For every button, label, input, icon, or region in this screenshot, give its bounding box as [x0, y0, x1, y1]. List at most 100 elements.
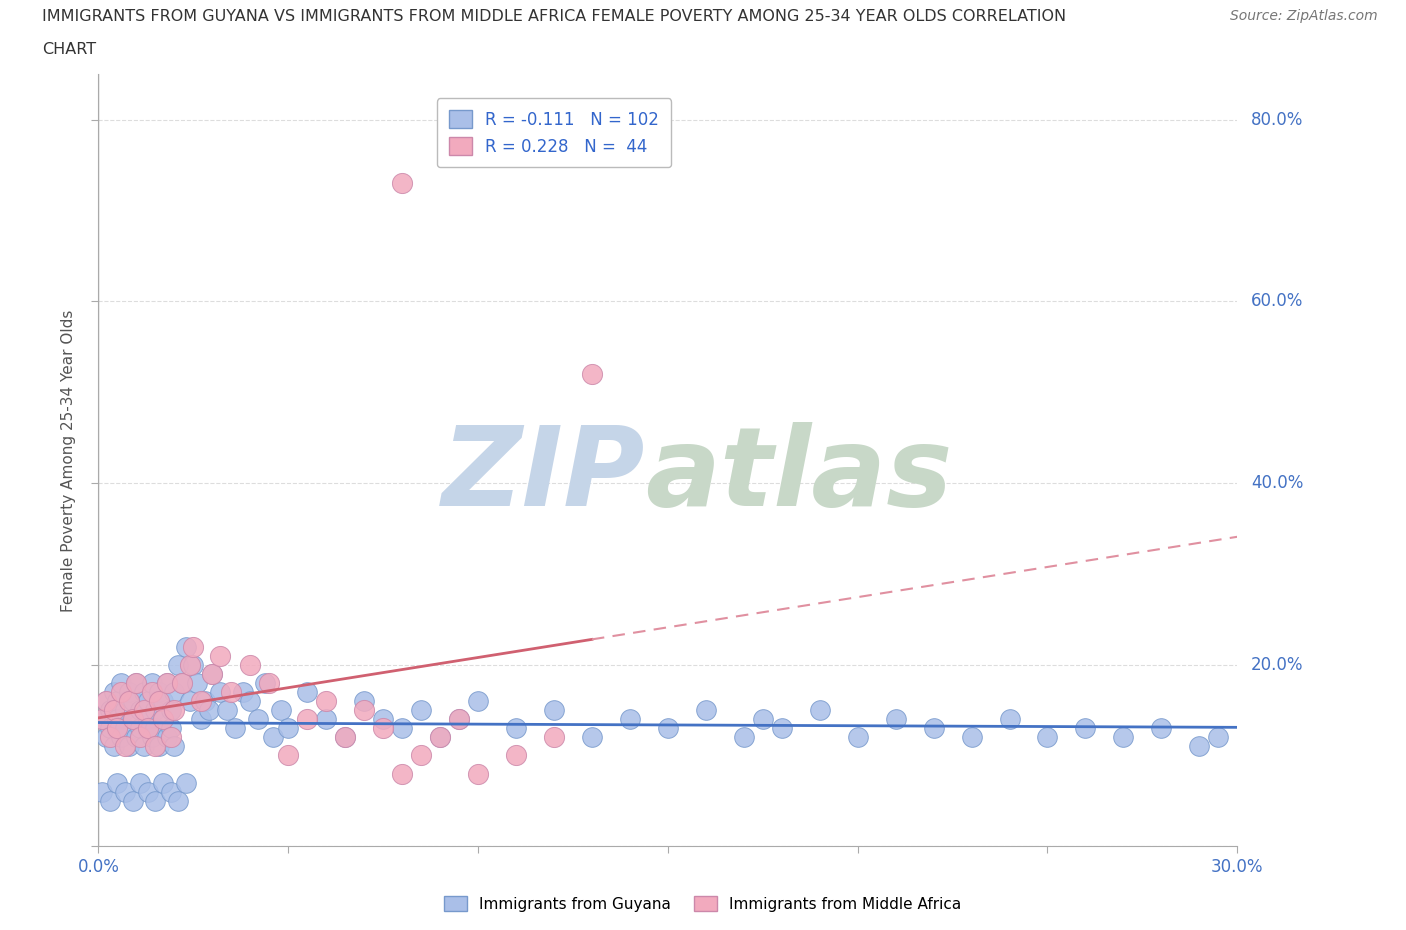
Text: 80.0%: 80.0% — [1251, 111, 1303, 129]
Point — [201, 666, 224, 681]
Point — [543, 730, 565, 745]
Point — [174, 639, 197, 654]
Point — [371, 711, 394, 726]
Point — [121, 694, 143, 709]
Y-axis label: Female Poverty Among 25-34 Year Olds: Female Poverty Among 25-34 Year Olds — [60, 309, 76, 612]
Point — [132, 703, 155, 718]
Point — [179, 694, 201, 709]
Point — [125, 675, 148, 690]
Point — [107, 721, 129, 736]
Point — [371, 721, 394, 736]
Point — [170, 675, 193, 690]
Point — [429, 730, 451, 745]
Point — [132, 739, 155, 754]
Point — [136, 694, 159, 709]
Point — [107, 776, 129, 790]
Point — [159, 721, 181, 736]
Point — [159, 703, 181, 718]
Point — [1150, 721, 1173, 736]
Point — [91, 711, 114, 726]
Point — [752, 711, 775, 726]
Point — [136, 711, 159, 726]
Point — [846, 730, 869, 745]
Point — [246, 711, 269, 726]
Point — [194, 694, 217, 709]
Point — [163, 739, 186, 754]
Point — [121, 793, 143, 808]
Point — [103, 739, 125, 754]
Point — [103, 703, 125, 718]
Point — [136, 784, 159, 799]
Point — [1036, 730, 1059, 745]
Point — [152, 711, 174, 726]
Point — [1074, 721, 1097, 736]
Point — [1188, 739, 1211, 754]
Point — [98, 703, 121, 718]
Point — [391, 766, 413, 781]
Point — [167, 793, 190, 808]
Point — [174, 776, 197, 790]
Point — [145, 739, 167, 754]
Point — [152, 694, 174, 709]
Point — [163, 703, 186, 718]
Point — [270, 703, 292, 718]
Point — [221, 684, 243, 699]
Point — [179, 658, 201, 672]
Point — [163, 684, 186, 699]
Point — [152, 776, 174, 790]
Point — [335, 730, 357, 745]
Point — [141, 730, 163, 745]
Point — [98, 721, 121, 736]
Point — [201, 666, 224, 681]
Point — [619, 711, 641, 726]
Text: 40.0%: 40.0% — [1251, 474, 1303, 492]
Point — [208, 684, 231, 699]
Point — [353, 694, 375, 709]
Point — [129, 730, 152, 745]
Point — [103, 684, 125, 699]
Point — [449, 711, 471, 726]
Point — [232, 684, 254, 699]
Point — [335, 730, 357, 745]
Legend: R = -0.111   N = 102, R = 0.228   N =  44: R = -0.111 N = 102, R = 0.228 N = 44 — [437, 99, 671, 167]
Point — [141, 684, 163, 699]
Point — [110, 684, 132, 699]
Point — [148, 739, 170, 754]
Point — [239, 694, 262, 709]
Point — [170, 675, 193, 690]
Point — [998, 711, 1021, 726]
Point — [581, 730, 603, 745]
Point — [152, 711, 174, 726]
Point — [121, 711, 143, 726]
Point — [156, 675, 179, 690]
Point — [411, 748, 433, 763]
Point — [121, 711, 143, 726]
Point — [167, 658, 190, 672]
Point — [156, 675, 179, 690]
Point — [262, 730, 284, 745]
Point — [118, 684, 141, 699]
Point — [114, 703, 136, 718]
Text: CHART: CHART — [42, 42, 96, 57]
Point — [411, 703, 433, 718]
Point — [277, 748, 299, 763]
Point — [129, 721, 152, 736]
Point — [808, 703, 831, 718]
Point — [353, 703, 375, 718]
Point — [186, 675, 208, 690]
Point — [254, 675, 277, 690]
Point — [429, 730, 451, 745]
Point — [145, 793, 167, 808]
Point — [141, 675, 163, 690]
Point — [217, 703, 239, 718]
Point — [733, 730, 755, 745]
Point — [391, 176, 413, 191]
Point — [960, 730, 983, 745]
Point — [197, 703, 219, 718]
Point — [449, 711, 471, 726]
Point — [148, 684, 170, 699]
Point — [190, 711, 212, 726]
Point — [94, 694, 117, 709]
Point — [114, 721, 136, 736]
Point — [148, 694, 170, 709]
